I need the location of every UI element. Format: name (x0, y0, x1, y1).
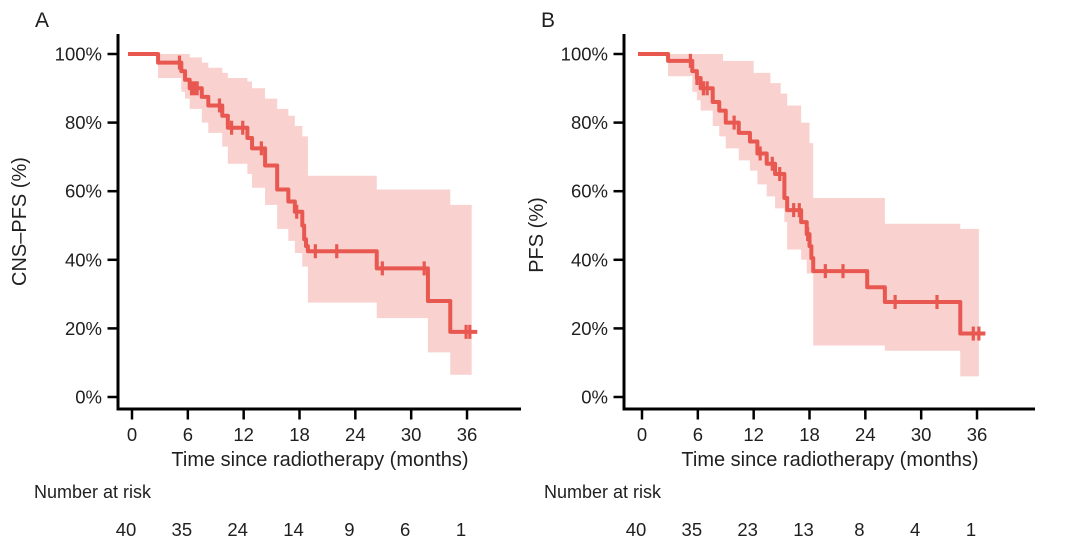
panel-B-x-tick-label: 36 (967, 424, 988, 445)
panel-A-x-tick-label: 18 (289, 424, 310, 445)
panel-B-x-tick-label: 30 (911, 424, 932, 445)
panel-A-x-tick-label: 30 (401, 424, 422, 445)
panel-B-x-tick-label: 12 (743, 424, 764, 445)
panel-A-y-tick-label: 40% (65, 249, 102, 270)
panel-A-y-tick-label: 20% (65, 318, 102, 339)
panel-B-x-tick-label: 24 (855, 424, 876, 445)
panel-A-x-tick-label: 0 (127, 424, 137, 445)
panel-A-x-tick-label: 6 (183, 424, 193, 445)
panel-B-y-tick-label: 60% (571, 181, 608, 202)
panel-B-y-tick-label: 0% (581, 387, 608, 408)
panel-B-risk-count: 1 (966, 519, 976, 540)
panel-b-risk-table-label: Number at risk (544, 482, 662, 502)
panel-A-y-tick-label: 60% (65, 181, 102, 202)
panel-A-risk-count: 1 (456, 519, 466, 540)
panel-B-risk-count: 4 (910, 519, 920, 540)
panel-A-y-tick-label: 80% (65, 112, 102, 133)
panel-b-letter: B (541, 9, 556, 32)
panel-A-confidence-band (158, 54, 472, 375)
panel-A-risk-count: 6 (400, 519, 410, 540)
panel-A-km-curve (128, 52, 478, 334)
panel-A-y-tick-label: 0% (75, 387, 102, 408)
panel-B-y-tick-label: 40% (571, 249, 608, 270)
panel-B-risk-count: 23 (737, 519, 758, 540)
panel-a-letter: A (35, 9, 50, 32)
panel-B-x-tick-label: 0 (637, 424, 647, 445)
panel-A-y-tick-label: 100% (55, 44, 102, 65)
panel-B-y-tick-label: 20% (571, 318, 608, 339)
panel-a-risk-table-label: Number at risk (34, 482, 152, 502)
panel-A-x-tick-label: 24 (345, 424, 366, 445)
panel-B-risk-count: 8 (854, 519, 864, 540)
panel-A-risk-count: 40 (116, 519, 137, 540)
panel-B-y-tick-label: 100% (561, 44, 608, 65)
panel-B-risk-count: 40 (626, 519, 647, 540)
panel-B-risk-count: 13 (793, 519, 814, 540)
panel-A-risk-count: 35 (172, 519, 193, 540)
panel-b-y-axis-title: PFS (%) (526, 197, 548, 273)
panel-A-risk-count: 24 (227, 519, 248, 540)
panel-A-risk-count: 14 (283, 519, 304, 540)
panel-a-y-axis-title: CNS–PFS (%) (9, 157, 31, 286)
panel-a-x-axis-title: Time since radiotherapy (months) (171, 449, 469, 471)
panel-B-risk-count: 35 (682, 519, 703, 540)
panel-B-y-tick-label: 80% (571, 112, 608, 133)
panel-A-x-tick-label: 12 (233, 424, 254, 445)
panel-B-x-tick-label: 18 (799, 424, 820, 445)
panel-A-risk-count: 9 (344, 519, 354, 540)
panel-b-x-axis-title: Time since radiotherapy (months) (681, 449, 979, 471)
panel-B-x-tick-label: 6 (693, 424, 703, 445)
panel-A-x-tick-label: 36 (457, 424, 478, 445)
